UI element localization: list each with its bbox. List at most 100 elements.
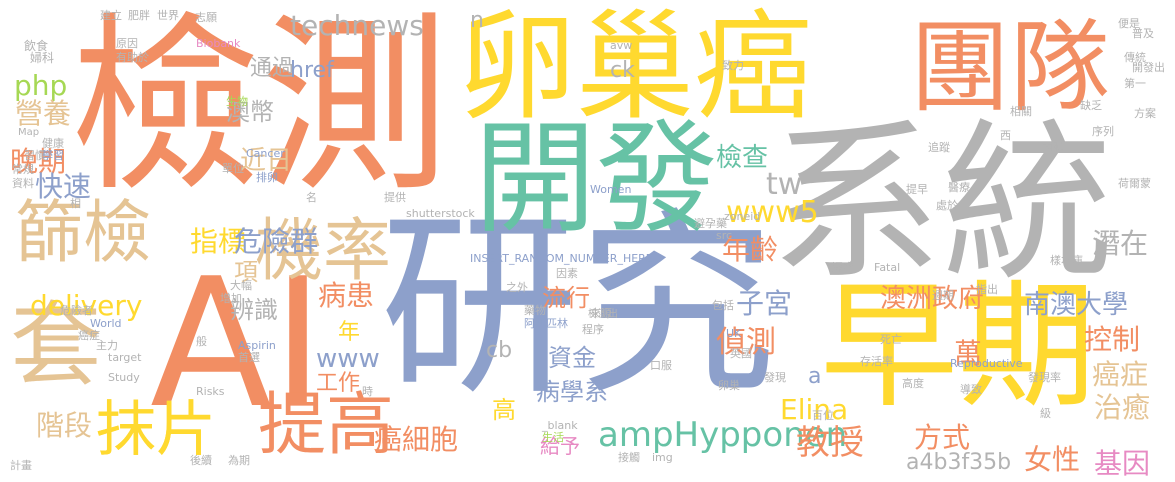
word-85: shutterstock: [406, 207, 475, 220]
word-33: cb: [486, 338, 513, 363]
word-47: 偵測: [716, 325, 776, 360]
word-138: 醫療: [948, 181, 970, 194]
word-141: 深度: [832, 261, 854, 274]
word-43: tw: [766, 167, 803, 202]
word-16: php: [14, 69, 68, 102]
word-105: Aspirin: [238, 339, 276, 352]
word-18: 通過: [250, 56, 295, 81]
word-92: 之外: [506, 281, 528, 294]
word-6: 開發: [474, 108, 718, 250]
word-118: UK: [726, 327, 742, 340]
word-71: Biobank: [196, 37, 241, 50]
word-103: target: [108, 351, 142, 364]
word-49: 澳洲政府: [880, 284, 985, 314]
word-113: img: [652, 451, 673, 464]
word-80: 單位: [222, 162, 244, 175]
word-89: 避孕藥: [694, 217, 727, 230]
word-26: 辨識: [230, 296, 278, 324]
word-64: 婦科: [30, 51, 55, 65]
word-115: 為期: [228, 454, 250, 467]
word-58: 女性: [1024, 443, 1081, 476]
word-99: 危險者: [60, 304, 93, 317]
word-54: 南澳大學: [1024, 290, 1129, 320]
word-152: 開發出: [1132, 61, 1165, 74]
word-82: 排卵: [256, 171, 278, 184]
word-135: 追蹤: [928, 141, 950, 154]
word-142: 指出: [976, 283, 998, 296]
word-12: 提高: [258, 386, 395, 465]
word-35: 流行: [542, 284, 590, 312]
word-5: 研究: [380, 191, 776, 422]
word-31: 階段: [36, 409, 93, 442]
word-147: 方案: [1134, 107, 1156, 120]
word-132: avw: [610, 39, 633, 52]
word-128: 百位: [812, 409, 834, 422]
word-15: 近日: [240, 146, 293, 176]
word-78: 資料: [12, 177, 34, 190]
word-93: 藥物: [524, 304, 546, 317]
word-140: Fatal: [874, 261, 901, 274]
word-104: 般: [196, 335, 207, 348]
word-40: ampHypponen: [598, 415, 848, 455]
word-127: 導致: [960, 383, 982, 396]
word-29: www: [316, 344, 380, 374]
word-51: 萬: [954, 337, 983, 370]
word-7: 早期: [820, 266, 1097, 427]
word-96: 程序: [582, 323, 604, 336]
word-53: 潛在: [1092, 227, 1149, 260]
word-107: Study: [108, 371, 140, 384]
word-57: 治癒: [1094, 391, 1151, 424]
word-9: 篩檢: [15, 194, 152, 273]
word-48: Elina: [780, 393, 849, 426]
word-39: 給予: [540, 434, 580, 458]
word-116: 計畫: [10, 459, 32, 472]
word-23: 危險群: [234, 225, 319, 258]
word-74: 健康: [42, 137, 64, 150]
word-13: technews: [290, 9, 424, 42]
word-73: Map: [18, 127, 40, 138]
word-84: 提供: [384, 191, 406, 204]
word-37: 高: [492, 396, 516, 424]
word-117: 包括: [712, 299, 734, 312]
word-148: 荷爾蒙: [1118, 177, 1151, 190]
word-150: 普及: [1132, 27, 1154, 40]
word-126: 高度: [902, 377, 924, 390]
word-44: www5: [726, 195, 819, 230]
word-81: Cancer: [246, 147, 285, 160]
word-42: 檢查: [716, 143, 769, 173]
word-145: 缺乏: [1080, 99, 1102, 112]
word-119: 英國: [730, 347, 752, 360]
word-66: 肥胖: [128, 9, 150, 22]
word-52: a4b3f35b: [906, 450, 1012, 475]
word-143: 週期: [932, 289, 954, 302]
word-122: 發現: [764, 371, 786, 384]
word-100: World: [90, 317, 122, 330]
word-110: _blank: [542, 419, 578, 432]
word-91: 因素: [556, 267, 578, 280]
word-11: 抹片: [96, 395, 216, 465]
word-124: 存活率: [860, 355, 893, 368]
word-69: 原因: [116, 37, 138, 50]
word-72: 生物: [226, 95, 248, 108]
word-112: 接觸: [618, 451, 640, 464]
word-67: 世界: [157, 9, 179, 22]
word-102: 主力: [96, 339, 118, 352]
word-90: INSERT_RANDOM_NUMBER_HERE: [470, 252, 653, 265]
word-0: 檢測: [70, 0, 451, 217]
word-19: href: [290, 58, 334, 83]
word-149: 便是: [1118, 17, 1140, 30]
word-34: 資金: [548, 344, 596, 372]
word-59: 基因: [1094, 447, 1151, 480]
word-17: 營養: [15, 97, 72, 130]
word-76: 學習: [42, 149, 64, 162]
word-109: 時: [362, 385, 373, 398]
word-27: 病患: [318, 279, 375, 312]
word-101: 癌症: [78, 329, 100, 342]
word-86: Women: [590, 183, 632, 196]
word-75: 習慣: [24, 149, 46, 162]
word-95: 來源: [590, 307, 612, 320]
word-137: 提早: [906, 183, 928, 196]
word-30: 工作: [316, 371, 361, 396]
word-94: 阿斯匹林: [524, 317, 568, 330]
